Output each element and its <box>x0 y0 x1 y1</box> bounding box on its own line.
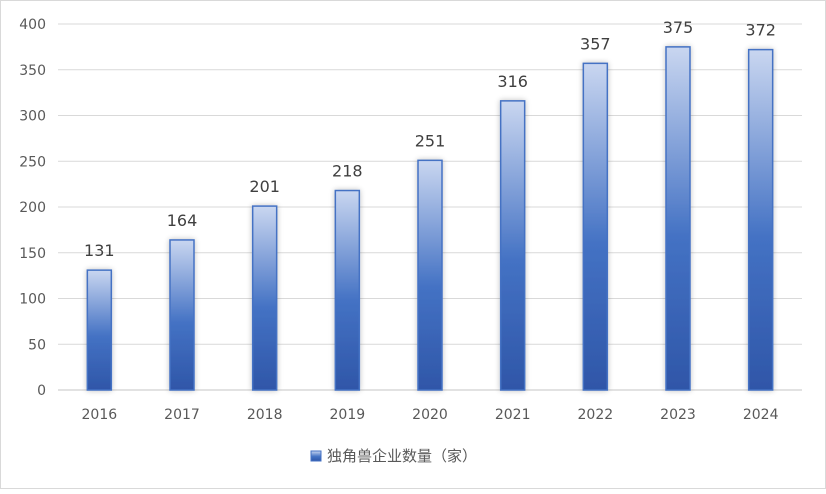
bar-2016 <box>86 269 113 391</box>
data-label: 218 <box>332 162 363 181</box>
bar-2019 <box>334 189 361 391</box>
data-label: 357 <box>580 34 611 53</box>
y-tick-label: 50 <box>28 337 46 353</box>
x-tick-label: 2022 <box>578 407 614 423</box>
data-label: 316 <box>497 72 528 91</box>
x-tick-label: 2017 <box>164 407 200 423</box>
y-tick-label: 250 <box>19 154 46 170</box>
y-tick-label: 100 <box>19 292 46 308</box>
x-tick-label: 2021 <box>495 407 531 423</box>
bar-2022 <box>582 62 609 391</box>
x-tick-label: 2023 <box>660 407 696 423</box>
y-tick-label: 350 <box>19 63 46 79</box>
legend: 独角兽企业数量（家） <box>310 447 477 465</box>
y-tick-label: 150 <box>19 246 46 262</box>
y-tick-label: 200 <box>19 200 46 216</box>
x-tick-label: 2018 <box>247 407 283 423</box>
bar-2018 <box>251 205 278 391</box>
y-tick-label: 400 <box>19 17 46 33</box>
data-label: 375 <box>663 18 694 37</box>
x-tick-label: 2016 <box>82 407 118 423</box>
data-label: 131 <box>84 241 115 260</box>
data-label: 201 <box>249 177 280 196</box>
x-tick-label: 2020 <box>412 407 448 423</box>
x-tick-label: 2019 <box>330 407 366 423</box>
y-tick-label: 0 <box>37 383 46 399</box>
y-tick-label: 300 <box>19 109 46 125</box>
bar-2017 <box>169 239 195 391</box>
data-label: 372 <box>745 21 776 40</box>
legend-label: 独角兽企业数量（家） <box>327 447 477 465</box>
bar-2023 <box>665 46 691 391</box>
data-label: 164 <box>167 211 198 230</box>
bar-2020 <box>417 159 443 391</box>
bar-2024 <box>747 48 774 391</box>
data-label: 251 <box>415 131 446 150</box>
x-tick-label: 2024 <box>743 407 779 423</box>
legend-swatch <box>310 450 322 462</box>
bar-2021 <box>499 100 526 391</box>
